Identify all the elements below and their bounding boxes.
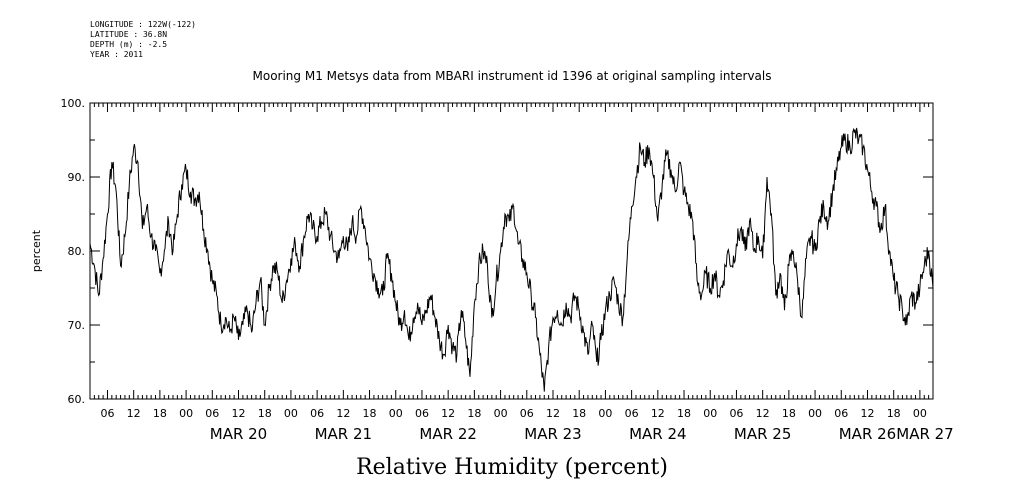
x-tick-label: 06 xyxy=(100,407,114,420)
x-tick-label: 00 xyxy=(703,407,717,420)
x-tick-label: 06 xyxy=(834,407,848,420)
x-tick-label: 12 xyxy=(756,407,770,420)
x-axis-label: Relative Humidity (percent) xyxy=(356,455,668,480)
x-tick-label: 18 xyxy=(363,407,377,420)
x-tick-label: 12 xyxy=(336,407,350,420)
chart-title: Mooring M1 Metsys data from MBARI instru… xyxy=(253,69,772,83)
y-tick-label: 100. xyxy=(61,97,86,110)
x-tick-label: 00 xyxy=(913,407,927,420)
x-tick-label: 12 xyxy=(441,407,455,420)
date-label: MAR 23 xyxy=(524,425,581,443)
y-axis-label: percent xyxy=(30,229,43,272)
x-tick-label: 12 xyxy=(651,407,665,420)
y-axis: 60. 70. 80. 90. 100. xyxy=(61,97,933,406)
x-tick-label: 18 xyxy=(572,407,586,420)
x-tick-label: 12 xyxy=(232,407,246,420)
x-tick-label: 18 xyxy=(153,407,167,420)
date-label: MAR 25 xyxy=(734,425,791,443)
x-tick-label: 18 xyxy=(258,407,272,420)
y-tick-label: 60. xyxy=(68,393,86,406)
x-tick-label: 18 xyxy=(677,407,691,420)
date-label: MAR 20 xyxy=(210,425,267,443)
year-label: YEAR : 2011 xyxy=(90,50,143,59)
x-tick-label: 06 xyxy=(729,407,743,420)
x-tick-label: 12 xyxy=(860,407,874,420)
x-tick-label: 00 xyxy=(808,407,822,420)
x-tick-label: 06 xyxy=(310,407,324,420)
metadata-block: LONGITUDE : 122W(-122) LATITUDE : 36.8N … xyxy=(90,20,196,60)
x-tick-label: 00 xyxy=(598,407,612,420)
x-tick-label: 06 xyxy=(520,407,534,420)
x-tick-label: 06 xyxy=(205,407,219,420)
x-tick-label: 18 xyxy=(782,407,796,420)
series-line xyxy=(89,127,934,392)
latitude-label: LATITUDE : 36.8N xyxy=(90,30,168,39)
x-tick-label: 06 xyxy=(625,407,639,420)
date-label: MAR 27 xyxy=(896,425,953,443)
x-axis: 06 12 18 00 06 12 18 00 06 12 18 00 06 12 18 00 06 12 18 00… xyxy=(89,103,954,443)
x-tick-label: 06 xyxy=(415,407,429,420)
date-label: MAR 21 xyxy=(315,425,372,443)
x-tick-label: 18 xyxy=(467,407,481,420)
x-tick-label: 12 xyxy=(546,407,560,420)
y-tick-label: 70. xyxy=(68,319,86,332)
x-tick-label: 00 xyxy=(389,407,403,420)
depth-label: DEPTH (m) : -2.5 xyxy=(90,40,168,49)
x-tick-label: 12 xyxy=(127,407,141,420)
date-label: MAR 26 xyxy=(839,425,896,443)
date-label: MAR 22 xyxy=(419,425,476,443)
longitude-label: LONGITUDE : 122W(-122) xyxy=(90,20,196,29)
y-tick-label: 80. xyxy=(68,245,86,258)
x-tick-label: 00 xyxy=(179,407,193,420)
x-tick-label: 00 xyxy=(494,407,508,420)
y-tick-label: 90. xyxy=(68,171,86,184)
x-tick-label: 00 xyxy=(284,407,298,420)
x-tick-label: 18 xyxy=(887,407,901,420)
date-label: MAR 24 xyxy=(629,425,686,443)
